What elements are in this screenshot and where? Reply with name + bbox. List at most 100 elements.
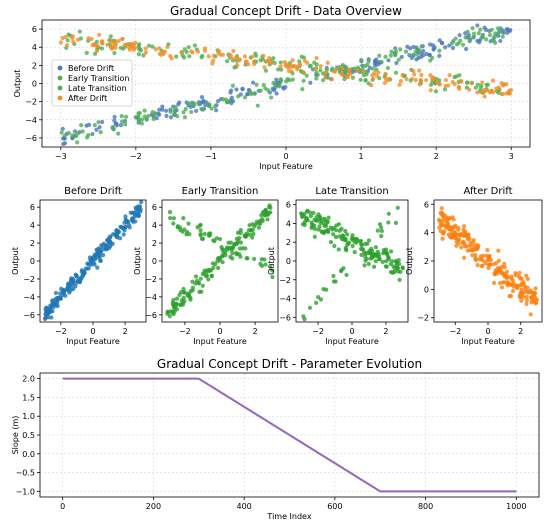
data-point	[217, 258, 222, 263]
data-point	[75, 131, 81, 136]
data-point	[267, 264, 273, 269]
data-point	[487, 32, 493, 38]
data-point	[44, 313, 49, 318]
data-point	[199, 95, 205, 100]
y-tick-label: 0	[30, 257, 35, 266]
data-point	[262, 213, 267, 218]
data-point	[414, 57, 419, 62]
data-point	[134, 213, 139, 218]
data-point	[331, 273, 336, 279]
data-point	[139, 199, 144, 205]
data-point	[262, 257, 267, 262]
data-point	[314, 55, 319, 61]
data-point	[279, 67, 284, 72]
data-point	[504, 82, 509, 87]
data-point	[301, 55, 307, 60]
data-point	[411, 52, 416, 57]
data-point	[66, 130, 71, 136]
data-point	[393, 53, 398, 58]
data-point	[439, 206, 444, 211]
data-point	[166, 309, 171, 315]
data-point	[469, 247, 474, 253]
data-point	[90, 43, 95, 48]
data-point	[301, 314, 306, 319]
data-point	[97, 125, 102, 130]
data-point	[482, 94, 487, 99]
plot-frame	[39, 372, 540, 498]
data-point	[169, 56, 174, 61]
data-point	[251, 256, 257, 262]
data-point	[60, 35, 65, 41]
data-point	[475, 23, 480, 28]
x-tick-label: 0	[283, 152, 288, 161]
data-point	[284, 62, 289, 67]
data-point	[271, 56, 276, 61]
data-point	[174, 54, 179, 59]
data-point	[204, 273, 210, 278]
data-point	[207, 233, 212, 238]
data-point	[120, 225, 125, 230]
x-axis-label: Input Feature	[66, 337, 120, 346]
data-point	[398, 47, 403, 52]
data-point	[373, 245, 378, 250]
y-tick-label: 6	[32, 25, 37, 34]
data-point	[223, 253, 228, 258]
data-point	[361, 73, 366, 78]
data-point	[442, 87, 448, 92]
data-point	[374, 252, 379, 258]
data-point	[71, 277, 76, 282]
y-tick-label: 0	[32, 80, 37, 89]
data-point	[308, 63, 313, 68]
data-point	[183, 106, 188, 112]
data-point	[103, 243, 108, 248]
data-point	[434, 80, 439, 85]
data-point	[495, 26, 501, 31]
y-axis-label: Output	[133, 247, 142, 275]
data-point	[66, 32, 71, 37]
data-point	[336, 247, 341, 252]
data-point	[383, 54, 388, 59]
data-point	[428, 88, 433, 93]
data-point	[121, 232, 126, 237]
data-point	[209, 106, 214, 111]
data-point	[195, 49, 201, 54]
data-point	[433, 89, 439, 94]
data-point	[122, 119, 128, 124]
data-point	[395, 265, 401, 271]
x-tick-label: −2	[130, 152, 142, 161]
data-point	[187, 54, 192, 59]
data-point	[487, 262, 493, 267]
data-point	[508, 28, 513, 33]
data-point	[399, 54, 404, 60]
data-point	[127, 225, 132, 230]
data-point	[275, 67, 281, 72]
data-point	[506, 281, 511, 287]
data-point	[499, 29, 504, 34]
data-point	[65, 287, 70, 293]
chart-title: After Drift	[463, 186, 512, 197]
data-point	[196, 102, 202, 107]
y-tick-label: 4	[286, 219, 291, 228]
data-point	[355, 68, 360, 73]
data-point	[334, 67, 339, 72]
data-point	[215, 98, 221, 104]
data-point	[211, 265, 216, 270]
data-point	[250, 227, 255, 232]
data-point	[184, 49, 189, 55]
data-point	[290, 58, 295, 63]
data-point	[504, 27, 509, 32]
data-point	[70, 133, 75, 138]
y-tick-label: −4	[23, 293, 35, 302]
data-point	[475, 90, 480, 95]
data-point	[48, 307, 53, 312]
y-axis-label: Output	[405, 247, 414, 275]
data-point	[265, 58, 270, 64]
data-point	[394, 60, 399, 66]
data-point	[250, 54, 255, 59]
data-point	[54, 303, 59, 308]
data-point	[229, 247, 234, 253]
data-point	[414, 45, 419, 50]
data-point	[132, 45, 138, 50]
plot-frame	[433, 199, 543, 323]
data-point	[172, 108, 177, 113]
